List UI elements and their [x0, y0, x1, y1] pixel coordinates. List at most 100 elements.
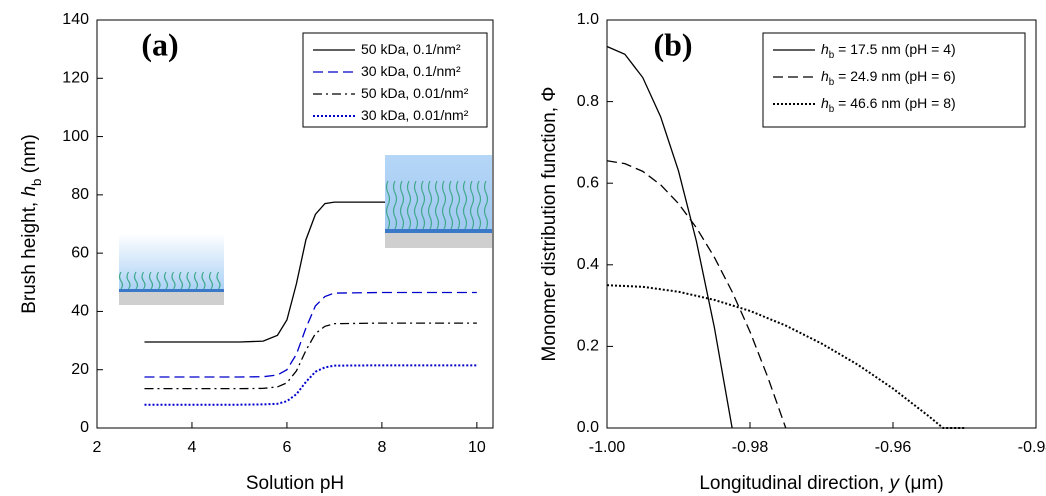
label-part: Monomer distribution function, Φ: [539, 87, 560, 362]
legend-box: [302, 32, 488, 128]
y-tick-label: 0.4: [577, 256, 599, 273]
y-axis-label: Brush height, hb (nm): [19, 134, 44, 314]
line-series: [144, 364, 477, 406]
inset-chain: [148, 271, 154, 290]
label-part: (nm): [19, 134, 40, 178]
y-tick-label: 0.6: [577, 174, 599, 191]
inset-collapsed: [118, 233, 224, 305]
inset-chain: [171, 271, 176, 290]
inset-layer: [119, 289, 224, 292]
label-part: 50 kDa, 0.1/nm²: [361, 41, 461, 57]
inset-chain: [427, 180, 433, 230]
legend-label: hb = 17.5 nm (pH = 4): [821, 41, 956, 61]
legend-label: hb = 46.6 nm (pH = 8): [821, 95, 956, 115]
y-tick-label: 100: [62, 128, 89, 145]
legend-label: 50 kDa, 0.01/nm²: [361, 85, 469, 101]
label-part: = 24.9 nm (pH = 6): [834, 68, 955, 84]
inset-chain: [216, 271, 221, 290]
line-series: [144, 201, 477, 343]
y-tick-label: 80: [71, 186, 89, 203]
legend-box: [762, 32, 1026, 128]
x-tick-label: -0.98: [732, 439, 769, 456]
inset-chain: [133, 271, 139, 290]
inset-chain: [193, 271, 199, 290]
inset-bg: [119, 233, 224, 291]
label-part: b: [829, 77, 835, 88]
x-tick-label: 10: [468, 439, 486, 456]
x-tick-label: -0.96: [875, 439, 912, 456]
inset-chain: [434, 180, 440, 230]
y-tick-label: 20: [71, 361, 89, 378]
inset-chain: [178, 271, 184, 290]
label-part: Solution pH: [246, 473, 344, 494]
label-part: 50 kDa, 0.01/nm²: [361, 85, 469, 101]
y-tick-label: 120: [62, 70, 89, 87]
inset-chain: [448, 180, 454, 230]
y-tick-label: 0: [80, 419, 89, 436]
inset-substrate: [119, 291, 224, 305]
label-part: b: [29, 179, 44, 186]
x-tick-label: 8: [377, 439, 386, 456]
legend-label: 30 kDa, 0.01/nm²: [361, 107, 469, 123]
legend-label: 50 kDa, 0.1/nm²: [361, 41, 461, 57]
label-part: Longitudinal direction,: [699, 473, 889, 494]
inset-chain: [126, 271, 131, 290]
label-part: b: [829, 104, 835, 115]
y-axis-label: Monomer distribution function, Φ: [539, 87, 560, 362]
y-tick-label: 60: [71, 244, 89, 261]
inset-chain: [413, 180, 419, 230]
y-tick-label: 0.8: [577, 93, 599, 110]
inset-chain: [441, 180, 447, 230]
inset-chain: [455, 180, 461, 230]
line-series: [144, 291, 477, 378]
inset-chain: [385, 180, 391, 230]
inset-chain: [483, 180, 489, 230]
inset-chain: [399, 180, 405, 230]
y-tick-label: 140: [62, 11, 89, 28]
inset-chain: [118, 271, 124, 290]
label-part: h: [821, 41, 829, 57]
label-part: 30 kDa, 0.1/nm²: [361, 63, 461, 79]
inset-chain: [201, 271, 206, 290]
label-part: h: [821, 95, 829, 111]
inset-chain: [406, 180, 412, 230]
inset-chain: [156, 271, 161, 290]
line-series: [144, 322, 477, 390]
line-series: [606, 160, 787, 429]
y-tick-label: 0.2: [577, 338, 599, 355]
inset-chain: [392, 180, 398, 230]
inset-chain: [462, 180, 468, 230]
inset-chain: [141, 271, 146, 290]
x-tick-label: 6: [282, 439, 291, 456]
inset-substrate: [385, 232, 492, 248]
x-tick-label: 4: [188, 439, 197, 456]
inset-chain: [208, 271, 214, 290]
label-part: (μm): [899, 473, 944, 494]
x-tick-label: 2: [93, 439, 102, 456]
panel-label: (a): [141, 26, 178, 62]
label-part: y: [887, 473, 900, 494]
y-tick-label: 40: [71, 303, 89, 320]
label-part: h: [19, 186, 40, 197]
inset-chain: [469, 180, 475, 230]
label-part: b: [829, 50, 835, 61]
panel-label: (b): [653, 26, 692, 62]
label-part: = 17.5 nm (pH = 4): [834, 41, 955, 57]
inset-layer: [385, 229, 492, 233]
line-series: [606, 284, 965, 429]
y-tick-label: 0.0: [577, 419, 599, 436]
y-tick-label: 1.0: [577, 11, 599, 28]
inset-chain: [476, 180, 482, 230]
label-part: 30 kDa, 0.01/nm²: [361, 107, 469, 123]
plot-frame: [606, 19, 1037, 429]
plot-frame: [96, 19, 494, 429]
inset-chain: [420, 180, 426, 230]
x-axis-label: Longitudinal direction, y (μm): [699, 473, 943, 494]
x-tick-label: -0.94: [1018, 439, 1046, 456]
inset-extended: [385, 155, 492, 248]
inset-chain: [186, 271, 191, 290]
x-axis-label: Solution pH: [246, 473, 344, 494]
label-part: h: [821, 68, 829, 84]
inset-chain: [163, 271, 169, 290]
